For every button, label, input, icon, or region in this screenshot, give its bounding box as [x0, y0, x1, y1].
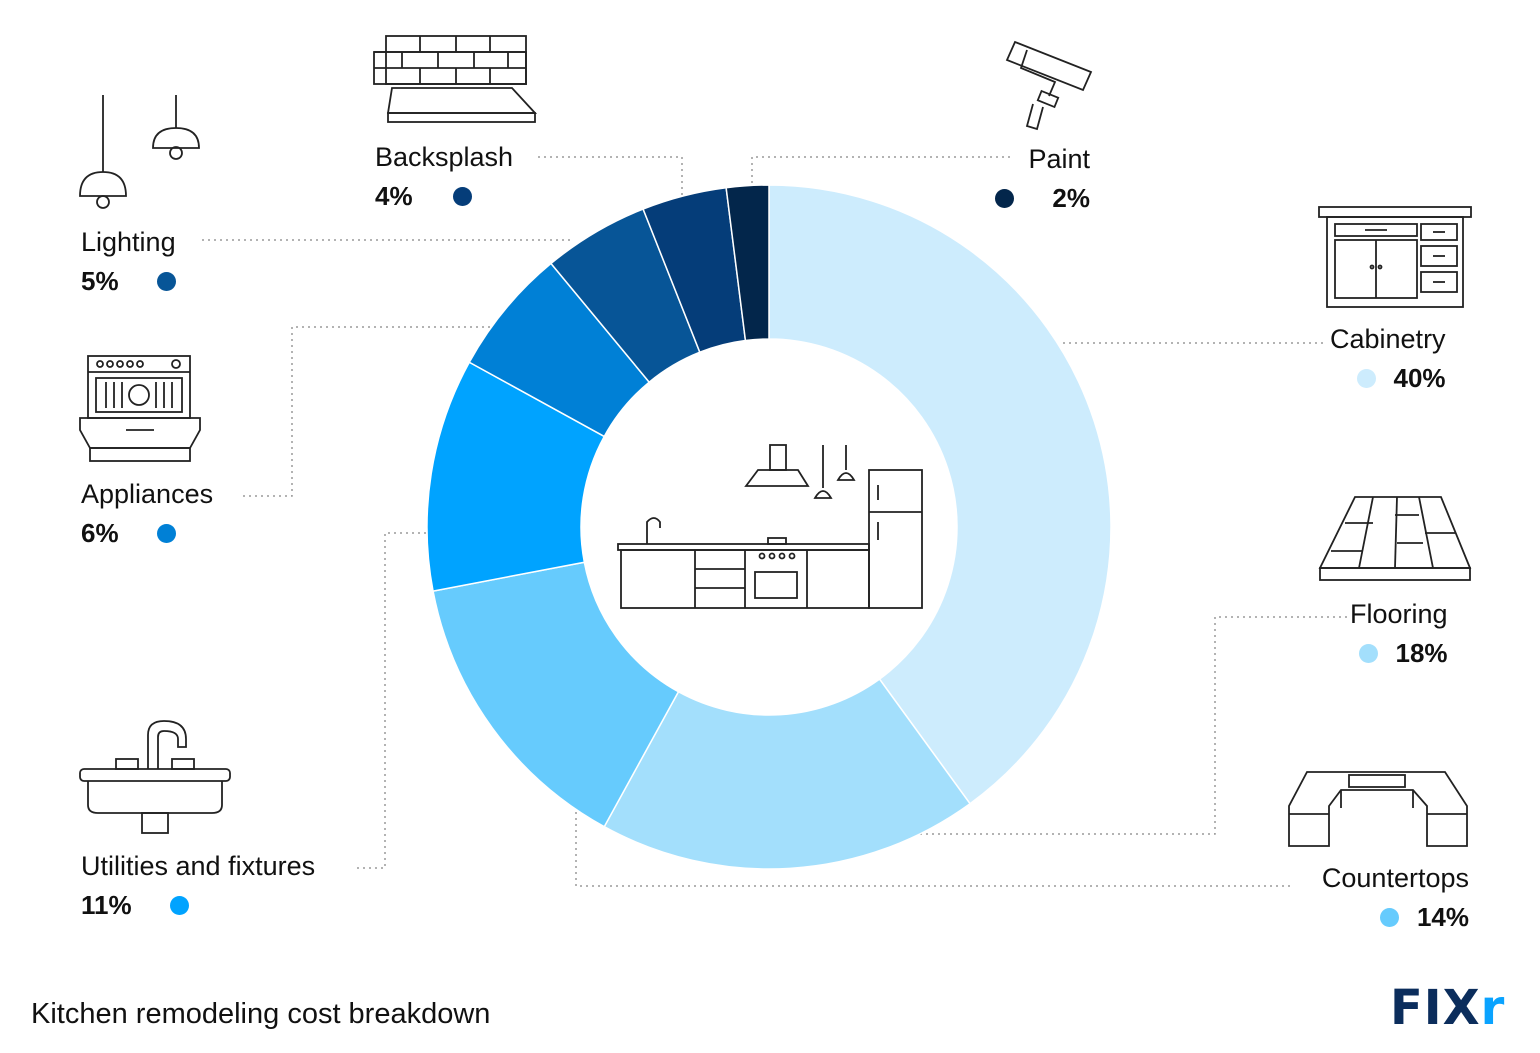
category-label: Lighting [81, 227, 176, 257]
slice-countertops [432, 561, 680, 828]
category-label: Countertops [1321, 863, 1469, 893]
value-label: 18% [1395, 638, 1448, 668]
label-paint: Paint 2% [990, 146, 1090, 211]
label-flooring: Flooring 18% [1350, 599, 1448, 668]
value-label: 40% [1393, 363, 1446, 393]
legend-dot [156, 271, 176, 291]
floor-planks-icon [1318, 496, 1472, 581]
category-label: Flooring [1350, 599, 1448, 629]
brand-prefix: FIX [1390, 980, 1481, 1036]
kitchen-icon [617, 444, 923, 609]
paint-roller-icon [1005, 40, 1093, 131]
leader-utilities [357, 532, 426, 869]
category-label: Utilities and fixtures [81, 851, 316, 881]
leader-backsplash [538, 156, 683, 195]
legend-dot [156, 523, 176, 543]
legend-dot [1358, 643, 1378, 663]
legend-dot [452, 186, 472, 206]
label-appliances: Appliances 6% [81, 479, 214, 548]
label-utilities: Utilities and fixtures 11% [81, 851, 316, 920]
leader-lines [200, 156, 1350, 887]
category-label: Paint [1028, 144, 1090, 174]
pendant-lamp-icon [79, 95, 200, 209]
brick-wall-icon [373, 35, 538, 123]
label-cabinetry: Cabinetry 40% [1330, 324, 1446, 393]
sink-icon [79, 720, 231, 834]
donut-slices [426, 184, 1112, 870]
leader-countertops [575, 812, 1290, 887]
value-label: 5% [81, 266, 119, 296]
value-label: 6% [81, 518, 119, 548]
value-label: 14% [1416, 902, 1469, 932]
category-label: Appliances [81, 479, 214, 509]
slice-flooring [603, 678, 972, 870]
legend-dot [1356, 368, 1376, 388]
legend-dot [1379, 907, 1399, 927]
label-countertops: Countertops 14% [1293, 863, 1469, 932]
value-label: 11% [81, 890, 132, 920]
value-label: 4% [375, 181, 413, 211]
legend-dot [995, 188, 1015, 208]
dishwasher-icon [79, 355, 201, 462]
value-label: 2% [1052, 183, 1090, 213]
category-label: Cabinetry [1330, 324, 1446, 354]
chart-caption: Kitchen remodeling cost breakdown [31, 998, 491, 1030]
label-lighting: Lighting 5% [81, 227, 176, 296]
category-label: Backsplash [375, 142, 514, 172]
leader-paint [751, 156, 1010, 183]
slice-paint [725, 184, 770, 342]
label-backsplash: Backsplash 4% [375, 142, 514, 211]
brand-suffix: r [1480, 980, 1506, 1036]
countertop-icon [1288, 771, 1468, 847]
brand-logo: FIXr [1390, 980, 1505, 1036]
leader-appliances [240, 326, 490, 497]
cabinet-icon [1318, 206, 1472, 308]
legend-dot [169, 895, 189, 915]
leader-flooring [920, 616, 1350, 835]
slice-cabinetry [768, 184, 1112, 805]
